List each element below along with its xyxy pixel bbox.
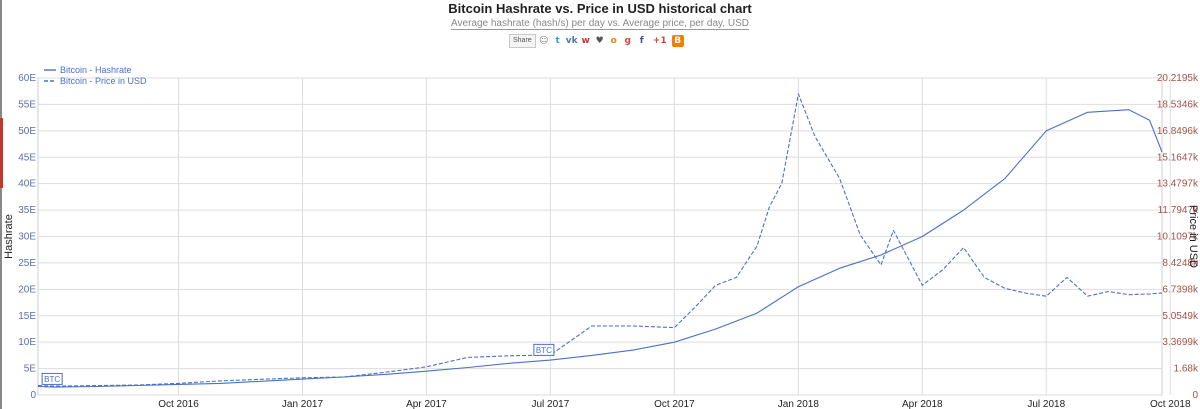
y-tick-label-right: 20.2195k: [1157, 73, 1199, 84]
chart-subtitle: Average hashrate (hash/s) per day vs. Av…: [451, 18, 749, 30]
y-axis-title-right: Price in USD: [1187, 205, 1199, 268]
y-tick-label-right: 11.7947k: [1158, 205, 1199, 216]
reddit-icon[interactable]: ☺: [538, 36, 549, 46]
y-tick-label-left: 45E: [18, 152, 36, 163]
y-tick-label-left: 5E: [24, 364, 37, 375]
y-tick-label-left: 40E: [18, 179, 36, 190]
twitter-icon[interactable]: t: [555, 36, 560, 46]
blogger-icon[interactable]: B: [671, 35, 684, 47]
google-plus-one-icon[interactable]: +1: [652, 36, 667, 46]
x-tick-label: Oct 2016: [158, 399, 199, 409]
google-plus-icon[interactable]: g: [624, 36, 631, 46]
y-tick-label-right: 3.3699k: [1162, 337, 1199, 348]
y-tick-label-right: 15.1647k: [1157, 152, 1199, 163]
weibo-icon[interactable]: w: [581, 36, 590, 46]
series-line-price: [37, 93, 1163, 387]
btc-flag-box: [41, 372, 63, 385]
legend-entry-label: Bitcoin - Price in USD: [60, 76, 147, 86]
y-tick-label-right: 5.0549k: [1162, 311, 1199, 322]
x-tick-label: Jan 2018: [778, 399, 820, 409]
y-tick-label-right: 6.7398k: [1162, 284, 1199, 295]
y-tick-label-left: 20E: [18, 284, 36, 295]
y-tick-label-left: 60E: [18, 73, 36, 84]
y-axis-title-left: Hashrate: [3, 214, 15, 259]
y-tick-label-left: 10E: [18, 337, 36, 348]
y-tick-label-left: 50E: [18, 126, 36, 137]
btc-flag-label: BTC: [536, 346, 552, 355]
y-tick-label-right: 0: [1192, 390, 1198, 401]
left-window-edge: [0, 0, 2, 409]
legend-entry-label: Bitcoin - Hashrate: [60, 65, 132, 75]
y-tick-label-right: 1.68k: [1174, 364, 1199, 375]
x-tick-label: Jul 2017: [532, 399, 570, 409]
chart-title: Bitcoin Hashrate vs. Price in USD histor…: [448, 1, 752, 16]
x-tick-label: Oct 2018: [1150, 399, 1191, 409]
y-tick-label-right: 10.1097k: [1157, 232, 1199, 243]
y-tick-label-left: 25E: [18, 258, 36, 269]
y-tick-label-left: 15E: [18, 311, 36, 322]
y-tick-label-left: 0: [30, 390, 36, 401]
share-bar: Share ☺ t vk w ♥ o g f +1 B: [509, 34, 684, 48]
x-tick-label: Apr 2017: [406, 399, 447, 409]
x-tick-label: Apr 2018: [902, 399, 943, 409]
facebook-icon[interactable]: f: [639, 36, 644, 46]
x-tick-label: Jul 2018: [1027, 399, 1065, 409]
y-tick-label-left: 30E: [18, 232, 36, 243]
y-tick-label-right: 16.8496k: [1157, 126, 1199, 137]
x-tick-label: Jan 2017: [282, 399, 324, 409]
series-line-hashrate: [37, 109, 1163, 388]
y-tick-label-right: 8.4248k: [1162, 258, 1199, 269]
like-icon[interactable]: ♥: [595, 36, 604, 46]
y-tick-label-right: 18.5346k: [1157, 99, 1199, 110]
share-label: Share: [509, 34, 536, 48]
left-edge-marker: [0, 118, 3, 188]
x-tick-label: Oct 2017: [654, 399, 695, 409]
btc-flag-label: BTC: [44, 375, 60, 384]
y-tick-label-left: 35E: [18, 205, 36, 216]
y-tick-label-right: 13.4797k: [1157, 179, 1199, 190]
vk-icon[interactable]: vk: [565, 36, 578, 46]
odnoklassniki-icon[interactable]: o: [610, 36, 617, 46]
btc-flag-box: [533, 343, 555, 356]
y-tick-label-left: 55E: [18, 99, 36, 110]
